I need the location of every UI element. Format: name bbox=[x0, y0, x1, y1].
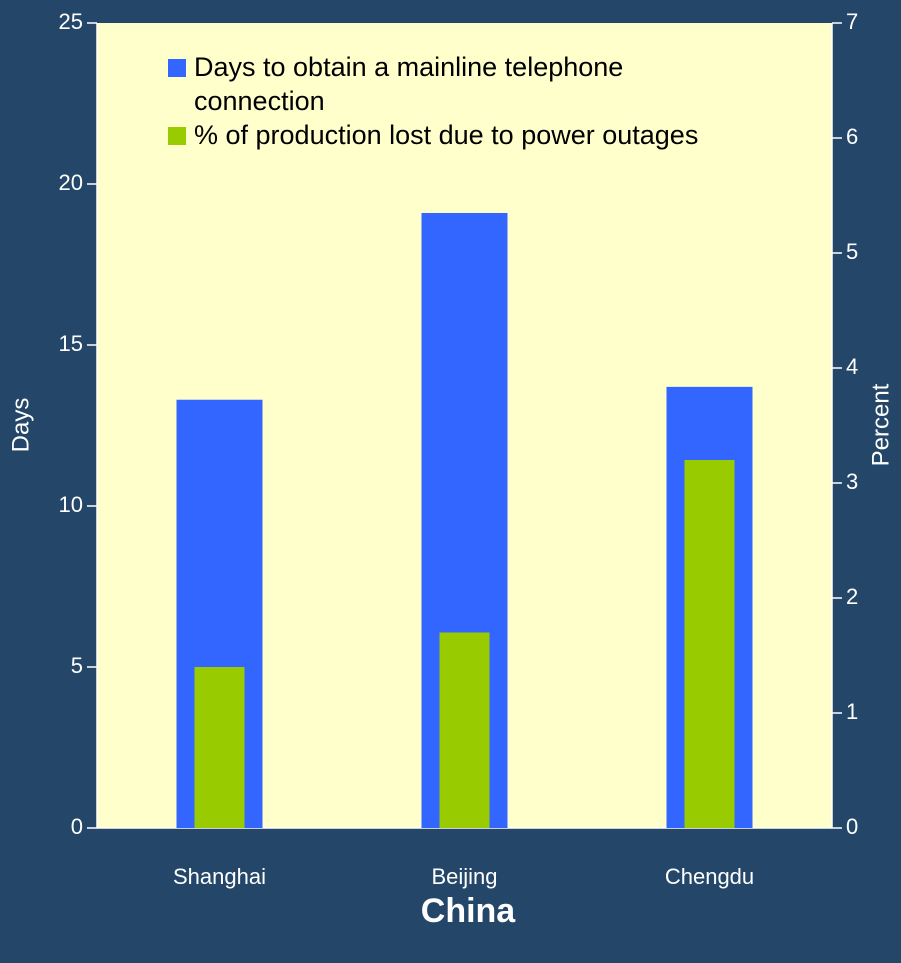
x-tick-label: Shanghai bbox=[173, 864, 266, 889]
y2-tick-label: 3 bbox=[846, 469, 858, 494]
bar bbox=[684, 460, 735, 828]
y2-tick-label: 6 bbox=[846, 124, 858, 149]
y-tick-label: 0 bbox=[71, 814, 83, 839]
bar bbox=[439, 632, 490, 828]
y-tick-label: 15 bbox=[59, 331, 83, 356]
legend-label: Days to obtain a mainline telephone conn… bbox=[194, 52, 624, 116]
x-axis-title: China bbox=[421, 892, 517, 930]
y-tick-label: 5 bbox=[71, 653, 83, 678]
legend-swatch bbox=[168, 59, 186, 77]
legend: Days to obtain a mainline telephone conn… bbox=[168, 50, 788, 152]
legend-swatch bbox=[168, 127, 186, 145]
y-axis-title: Days bbox=[7, 398, 34, 453]
y-tick-label: 20 bbox=[59, 170, 83, 195]
legend-item: % of production lost due to power outage… bbox=[168, 118, 788, 152]
x-tick-label: Chengdu bbox=[665, 864, 754, 889]
legend-label: % of production lost due to power outage… bbox=[194, 120, 699, 150]
y2-tick-label: 5 bbox=[846, 239, 858, 264]
y-tick-label: 10 bbox=[59, 492, 83, 517]
y2-tick-label: 7 bbox=[846, 9, 858, 34]
y2-tick-label: 2 bbox=[846, 584, 858, 609]
y2-axis-title: Percent bbox=[867, 383, 894, 466]
legend-item: Days to obtain a mainline telephone conn… bbox=[168, 50, 788, 118]
y2-tick-label: 4 bbox=[846, 354, 858, 379]
x-tick-label: Beijing bbox=[431, 864, 497, 889]
y-tick-label: 25 bbox=[59, 9, 83, 34]
bar bbox=[194, 667, 245, 828]
y2-tick-label: 1 bbox=[846, 699, 858, 724]
y2-tick-label: 0 bbox=[846, 814, 858, 839]
